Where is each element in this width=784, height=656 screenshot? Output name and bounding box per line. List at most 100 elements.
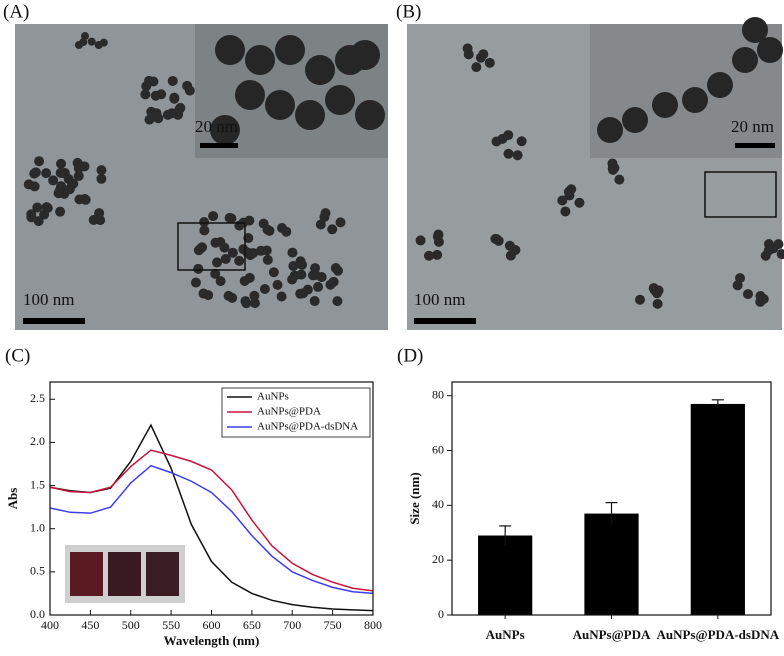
particle [295,100,325,130]
particle [244,272,255,283]
particle [478,49,489,60]
y-tick-label: 2.5 [30,391,45,405]
particle [144,114,155,125]
panel-label: (B) [396,1,421,22]
particle [87,37,96,46]
particle [287,274,298,285]
particle [503,148,514,159]
x-tick-label: AuNPs [486,627,525,642]
particle [245,250,256,261]
inset-particles [210,35,385,145]
x-tick-label: 600 [203,618,221,632]
particle [223,290,234,301]
y-tick-label: 0.0 [30,607,45,621]
particle [265,90,295,120]
particle [249,298,260,309]
particle [199,217,210,228]
line-series [49,464,374,595]
inset-scale-label: 20 nm [731,117,774,136]
particle [56,158,67,169]
error-bar [499,525,512,546]
y-tick-label: 1.5 [30,477,45,491]
plot-frame [451,381,772,616]
particle [272,279,283,290]
particle [264,225,275,236]
particle [81,32,90,41]
particle [597,117,623,143]
particle [79,193,90,204]
selection-box [704,171,777,218]
particle [335,217,346,228]
particle [32,202,43,213]
particle [732,47,758,73]
particle [505,250,516,261]
legend-label: AuNPs@PDA [257,406,321,418]
x-tick-label: 700 [283,618,301,632]
y-tick-label: 1.0 [30,520,45,534]
particle [707,72,733,98]
particle [574,197,585,208]
particle [140,89,151,100]
panel-label: (D) [397,345,423,366]
particle [215,276,226,287]
particle [249,290,260,301]
particle [57,168,68,179]
x-tick-label: 650 [243,618,261,632]
particle [281,226,292,237]
particle [768,243,779,254]
particle [68,178,79,189]
particle [653,285,664,296]
scale-bar [414,318,476,324]
particle [210,268,221,279]
particle [235,80,265,110]
particle [287,247,298,258]
line-series [49,449,374,592]
y-tick-label: 60 [432,442,444,456]
y-tick-label: 80 [432,387,444,401]
particle [210,237,221,248]
particle [315,219,326,230]
x-axis-label: Wavelength (nm) [164,633,260,648]
particle [39,209,50,220]
particle [41,202,52,213]
error-bar [605,502,618,525]
particle [167,75,178,86]
particle [227,247,238,258]
error-bar [711,399,724,409]
particle [462,43,473,54]
vial [108,552,141,596]
particle [504,240,515,251]
particle [776,249,784,260]
x-tick-label: 800 [364,618,382,632]
particle [199,225,210,236]
particle [309,296,320,307]
particle [144,75,155,86]
particle [262,254,273,265]
particle [30,167,41,178]
particle [432,249,443,260]
particle [288,261,299,272]
particle [491,136,502,147]
particles [415,43,784,309]
particle [328,276,339,287]
selection-box [177,222,246,271]
y-tick-label: 2.0 [30,434,45,448]
y-tick-label: 0 [438,607,444,621]
particle [212,257,223,268]
scale-label: 100 nm [23,290,74,309]
particle [757,37,783,63]
particle [423,250,434,261]
particle [190,277,201,288]
x-tick-label: 750 [324,618,342,632]
particle [313,281,324,292]
scale-bar [735,143,775,148]
particle [355,100,385,130]
particle [193,245,204,256]
particle [96,165,107,176]
particle [295,256,306,267]
y-axis-label: Size (nm) [407,472,422,524]
vial [70,552,103,596]
particles [23,32,346,309]
particle [238,244,249,255]
